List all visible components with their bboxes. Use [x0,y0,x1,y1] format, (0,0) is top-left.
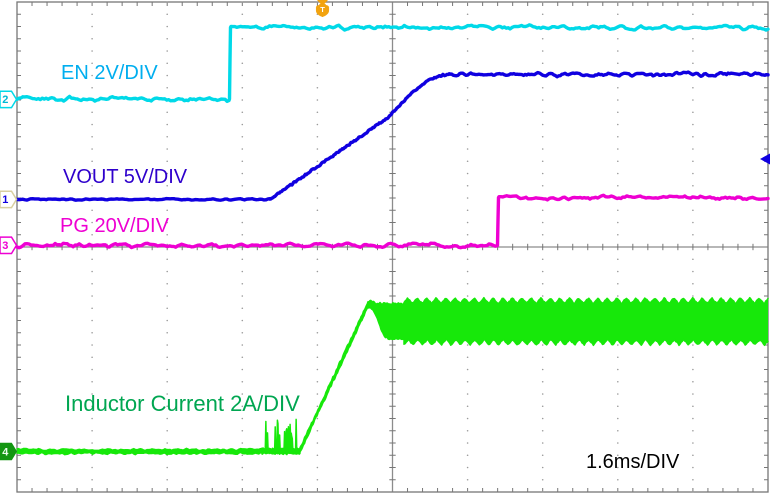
svg-text:2: 2 [2,94,8,106]
svg-text:4: 4 [2,446,9,458]
svg-text:3: 3 [2,240,8,252]
svg-text:T: T [320,5,325,14]
svg-text:1: 1 [2,194,8,206]
